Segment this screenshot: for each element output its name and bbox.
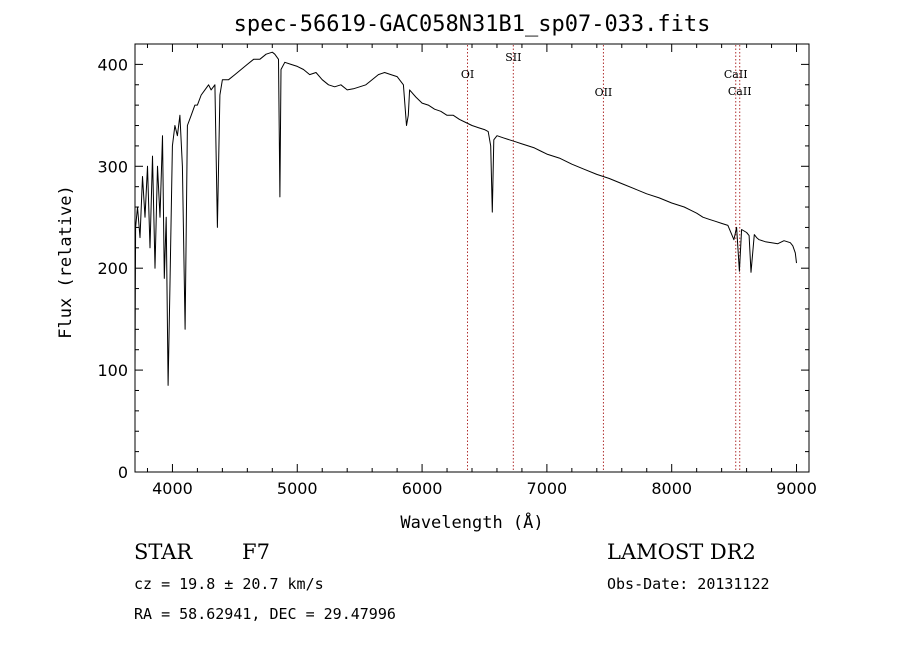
object-class: STAR [134, 540, 193, 564]
coordinates-info: RA = 58.62941, DEC = 29.47996 [134, 605, 396, 623]
x-tick-label: 8000 [651, 479, 692, 498]
object-subclass: F7 [242, 540, 270, 564]
axis-ticks: 4000 5000 6000 7000 8000 9000 0 100 200 300 400 [97, 44, 817, 498]
y-tick-label: 100 [97, 361, 128, 380]
x-tick-label: 6000 [402, 479, 443, 498]
line-marker-label: SII [505, 51, 521, 64]
chart-title: spec-56619-GAC058N31B1_sp07-033.fits [234, 12, 711, 37]
redshift-info: cz = 19.8 ± 20.7 km/s [134, 575, 324, 593]
y-tick-label: 0 [118, 463, 128, 482]
x-tick-label: 4000 [152, 479, 193, 498]
y-axis-label: Flux (relative) [56, 185, 76, 339]
x-tick-label: 9000 [776, 479, 817, 498]
y-tick-label: 400 [97, 55, 128, 74]
spectrum-line [134, 51, 797, 386]
observation-date: Obs-Date: 20131122 [607, 575, 770, 593]
y-tick-label: 200 [97, 259, 128, 278]
x-axis-label: Wavelength (Å) [400, 511, 543, 533]
line-marker-label: CaII [724, 68, 748, 81]
x-tick-label: 7000 [527, 479, 568, 498]
x-tick-label: 5000 [277, 479, 318, 498]
line-marker-label: OI [461, 68, 474, 81]
line-marker-label: CaII [728, 85, 752, 98]
line-marker-label: OII [595, 86, 613, 99]
emission-line-markers: OI SII OII CaII CaII [461, 45, 752, 471]
survey-name: LAMOST DR2 [607, 540, 756, 564]
y-tick-label: 300 [97, 157, 128, 176]
plot-frame [134, 43, 810, 473]
